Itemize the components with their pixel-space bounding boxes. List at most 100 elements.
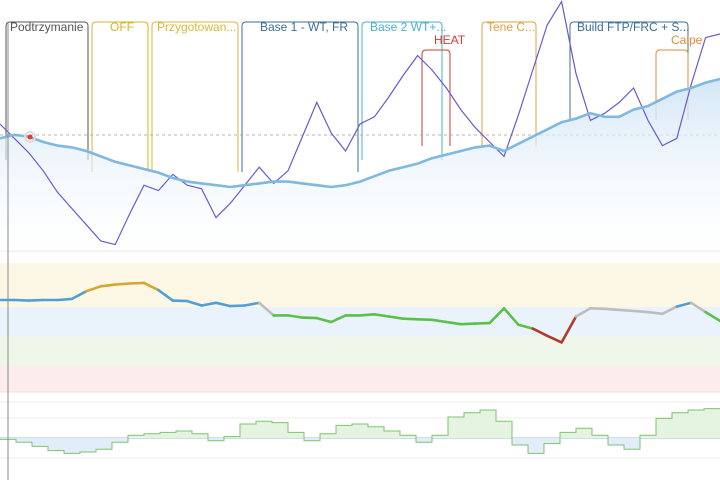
ramp-bar <box>112 438 129 443</box>
form-segment <box>632 309 650 314</box>
plan-bracket <box>5 21 89 160</box>
form-segment <box>675 301 693 308</box>
ramp-bar <box>576 428 593 438</box>
ramp-bar <box>256 421 273 438</box>
form-zone-fresh <box>0 307 720 336</box>
plan-label: OFF <box>110 20 134 34</box>
ramp-bar <box>608 438 625 445</box>
plan-bracket <box>361 21 443 160</box>
form-segment <box>574 306 592 318</box>
form-segment <box>128 281 146 285</box>
form-segment <box>113 282 131 286</box>
form-segment <box>286 314 304 319</box>
ramp-bar <box>400 435 417 438</box>
fitness-area <box>0 79 720 251</box>
ramp-bar <box>640 435 657 438</box>
ramp-bar <box>48 438 65 451</box>
form-segment <box>373 312 391 318</box>
plan-label: Podtrzymanie <box>10 20 84 34</box>
form-segment <box>459 322 477 326</box>
plan-block: HEAT <box>421 33 466 146</box>
fitness-line <box>0 77 720 189</box>
form-segment <box>689 301 707 314</box>
ramp-bar <box>224 436 241 438</box>
ramp-bar <box>352 424 369 438</box>
ramp-bar <box>192 433 209 438</box>
form-segment <box>358 312 376 317</box>
ramp-bar <box>64 438 81 454</box>
form-segment <box>157 288 175 302</box>
ramp-bar <box>288 432 305 438</box>
ramp-bar <box>272 422 289 438</box>
plan-bracket <box>151 21 239 172</box>
form-segment <box>603 307 621 312</box>
form-segment <box>185 299 203 307</box>
plan-bracket <box>569 21 689 120</box>
form-segment <box>502 306 520 327</box>
plan-block: OFF <box>91 20 149 172</box>
plan-label: Base 2 WT+... <box>370 20 446 34</box>
plan-bracket <box>481 21 537 146</box>
ramp-bar <box>448 417 465 438</box>
form-segment <box>27 298 45 302</box>
form-segment <box>387 315 405 321</box>
plan-bracket <box>241 21 359 172</box>
form-segment <box>531 327 549 338</box>
ramp-bar <box>560 432 577 438</box>
form-segment <box>488 306 506 325</box>
ramp-bar <box>80 438 97 452</box>
form-segment <box>445 320 463 326</box>
ramp-bar <box>176 431 193 438</box>
form-segment <box>517 323 535 330</box>
ramp-bar <box>512 438 529 445</box>
plan-label: Calpe <box>671 33 703 47</box>
plan-label: Base 1 - WT, FR <box>260 20 348 34</box>
form-zone-high-risk <box>0 365 720 392</box>
ramp-bar <box>144 433 161 438</box>
plan-label: Tene C... <box>487 20 535 34</box>
training-plans-bar: Podtrzymanie OFF Przygotowan... Base 1 - WT… <box>5 20 703 172</box>
ramp-bar <box>336 425 353 438</box>
marker-halo <box>24 131 36 143</box>
plan-label: Przygotowan... <box>157 20 236 34</box>
form-segment <box>589 306 607 311</box>
form-segment <box>70 289 88 301</box>
ramp-bar <box>32 438 49 447</box>
ramp-bar <box>704 408 720 438</box>
ramp-bar <box>96 438 113 450</box>
form-segment <box>214 301 232 308</box>
form-segment <box>329 314 347 324</box>
form-segment <box>401 317 419 321</box>
form-segment <box>257 301 275 317</box>
ramp-bar <box>160 432 177 438</box>
ramp-bar <box>304 438 321 441</box>
plan-label: Build FTP/FRC + S... <box>577 20 689 34</box>
ramp-step-line <box>0 408 720 454</box>
ramp-bar <box>528 438 545 454</box>
form-segment <box>243 301 261 307</box>
plan-bracket <box>91 21 149 172</box>
form-segment <box>416 317 434 322</box>
form-panel <box>0 263 720 393</box>
ramp-bar <box>240 424 257 438</box>
ramp-bar <box>688 410 705 438</box>
ramp-bar <box>656 418 673 438</box>
ramp-bar <box>624 438 641 450</box>
ramp-bar <box>368 426 385 438</box>
ramp-bar <box>464 412 481 438</box>
form-segment <box>704 310 720 323</box>
ramp-bar <box>544 438 561 444</box>
form-segment <box>646 310 664 316</box>
plan-block: Podtrzymanie <box>5 20 89 160</box>
form-zone-optimal <box>0 336 720 365</box>
ramp-bar <box>16 438 33 443</box>
form-segment <box>85 284 103 293</box>
ramp-bar <box>384 431 401 438</box>
plan-block: Build FTP/FRC + S... <box>569 20 689 120</box>
form-segment <box>200 301 218 307</box>
ramp-bar <box>320 433 337 438</box>
ramp-bar <box>592 435 609 438</box>
ramp-bar <box>208 438 225 441</box>
plan-block: Base 1 - WT, FR <box>241 20 359 172</box>
